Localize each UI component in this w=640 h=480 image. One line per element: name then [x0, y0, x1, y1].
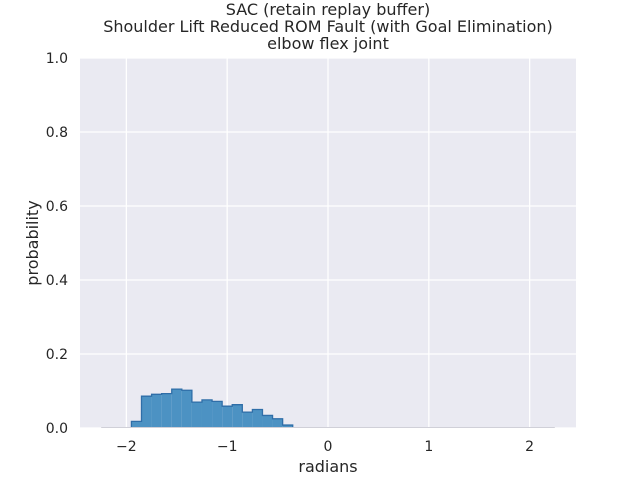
- x-tick-label: 2: [525, 439, 534, 455]
- y-axis-ticks: 0.0 0.2 0.4 0.6 0.8 1.0: [46, 51, 68, 437]
- y-tick-label: 0.2: [46, 347, 68, 363]
- x-tick-label: −2: [116, 439, 137, 455]
- x-axis-ticks: −2 −1 0 1 2: [116, 439, 534, 455]
- histogram-bar: [252, 409, 263, 428]
- y-tick-label: 0.0: [46, 421, 68, 437]
- histogram-bar: [222, 406, 233, 428]
- chart-title-line-2: Shoulder Lift Reduced ROM Fault (with Go…: [103, 17, 553, 36]
- x-tick-label: −1: [217, 439, 238, 455]
- histogram-bar: [272, 418, 283, 428]
- chart-title-line-3: elbow flex joint: [267, 34, 389, 53]
- histogram-bar: [201, 399, 213, 428]
- histogram-outline: [130, 388, 294, 428]
- y-tick-label: 0.6: [46, 199, 68, 215]
- histogram-bar: [171, 389, 182, 428]
- histogram-bar: [181, 390, 192, 428]
- chart-title-line-1: SAC (retain replay buffer): [226, 0, 430, 19]
- grid: [80, 57, 576, 429]
- y-tick-label: 0.8: [46, 125, 68, 141]
- histogram-bar: [131, 421, 142, 428]
- histogram-bar: [151, 394, 162, 428]
- histogram-bar: [282, 425, 293, 428]
- histogram-bar: [232, 404, 243, 428]
- x-axis-label: radians: [298, 457, 357, 476]
- histogram-bar: [191, 402, 202, 428]
- x-tick-label: 1: [424, 439, 433, 455]
- histogram-bar: [262, 415, 273, 428]
- histogram-bar: [242, 412, 253, 428]
- histogram: [131, 389, 293, 428]
- histogram-bar: [212, 401, 223, 428]
- y-tick-label: 0.4: [46, 273, 68, 289]
- histogram-bar: [141, 396, 152, 428]
- y-tick-label: 1.0: [46, 51, 68, 67]
- x-tick-label: 0: [324, 439, 333, 455]
- y-axis-label: probability: [23, 200, 42, 285]
- histogram-bar: [161, 393, 172, 428]
